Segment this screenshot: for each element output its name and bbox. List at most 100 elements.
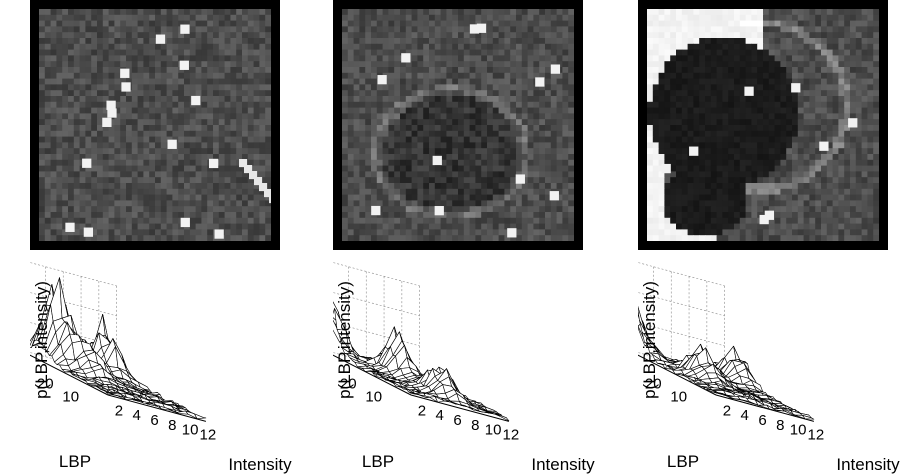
pixel <box>545 49 552 56</box>
pixel <box>218 49 226 56</box>
pixel <box>498 217 505 225</box>
pixel <box>114 113 121 120</box>
pixel <box>213 113 220 120</box>
pixel <box>342 159 349 167</box>
pixel <box>463 72 471 80</box>
pixel <box>647 38 654 45</box>
pixel <box>463 38 471 45</box>
pixel <box>382 125 389 132</box>
pixel <box>68 235 75 241</box>
pixel <box>382 188 389 196</box>
pixel <box>376 61 384 68</box>
pixel <box>97 183 104 190</box>
pixel <box>172 194 179 201</box>
pixel <box>774 49 781 56</box>
pixel <box>259 32 266 39</box>
pixel <box>809 61 816 68</box>
pixel <box>137 212 144 219</box>
pixel <box>56 14 63 22</box>
pixel <box>527 159 534 167</box>
pixel <box>722 84 729 91</box>
pixel <box>149 72 156 80</box>
pixel <box>160 136 168 143</box>
pixel <box>224 136 231 143</box>
pixel <box>780 67 787 74</box>
pixel <box>861 119 868 126</box>
pixel <box>411 130 418 138</box>
pixel <box>62 125 69 132</box>
pixel <box>568 67 574 74</box>
pixel <box>527 61 534 68</box>
pixel <box>394 212 401 219</box>
pixel <box>434 177 442 184</box>
pixel <box>458 61 465 68</box>
pixel <box>516 67 523 74</box>
pixel <box>527 119 534 126</box>
pixel <box>838 32 845 39</box>
pixel <box>792 67 799 74</box>
pixel <box>131 235 139 241</box>
pixel <box>739 49 747 56</box>
pixel <box>224 61 231 68</box>
pixel <box>710 90 718 97</box>
pixel <box>423 67 430 74</box>
pixel <box>91 188 98 196</box>
pixel <box>481 165 488 172</box>
z-gridline <box>333 292 420 317</box>
pixel <box>230 38 237 45</box>
pixel <box>463 177 471 184</box>
pixel <box>411 125 418 132</box>
pixel <box>658 43 665 51</box>
pixel <box>568 136 574 143</box>
pixel <box>353 165 360 172</box>
pixel <box>452 55 459 62</box>
pixel <box>85 206 92 213</box>
pixel <box>492 55 500 62</box>
pixel <box>504 136 511 143</box>
pixel <box>253 49 260 56</box>
pixel <box>463 159 471 167</box>
pixel <box>353 206 360 213</box>
pixel <box>850 72 857 80</box>
pixel <box>504 14 511 22</box>
pixel <box>388 154 395 161</box>
pixel <box>440 78 447 85</box>
pixel <box>131 78 139 85</box>
pixel <box>56 217 63 225</box>
pixel <box>745 20 752 27</box>
pixel <box>189 107 197 114</box>
pixel <box>218 194 226 201</box>
pixel <box>353 55 360 62</box>
pixel <box>114 90 121 97</box>
pixel <box>510 148 517 155</box>
pixel <box>359 235 366 241</box>
pixel <box>365 119 372 126</box>
pixel-grid <box>39 9 271 241</box>
surface-mesh <box>333 301 510 422</box>
pixel <box>699 90 706 97</box>
pixel <box>213 26 220 33</box>
pixel <box>710 61 718 68</box>
pixel <box>201 200 208 207</box>
pixel <box>97 55 104 62</box>
pixel <box>108 32 115 39</box>
pixel <box>382 136 389 143</box>
pixel <box>728 107 735 114</box>
pixel <box>85 217 92 225</box>
pixel <box>50 20 57 27</box>
pixel <box>376 96 384 103</box>
pixel <box>242 38 249 45</box>
pixel <box>73 119 81 126</box>
pixel <box>79 154 86 161</box>
pixel <box>189 200 197 207</box>
pixel <box>774 9 781 16</box>
pixel <box>722 20 729 27</box>
pixel <box>550 113 558 120</box>
pixel <box>670 119 677 126</box>
pixel <box>172 148 179 155</box>
pixel <box>867 107 874 114</box>
pixel <box>382 194 389 201</box>
pixel <box>376 119 384 126</box>
pixel <box>734 113 741 120</box>
pixel <box>155 113 162 120</box>
